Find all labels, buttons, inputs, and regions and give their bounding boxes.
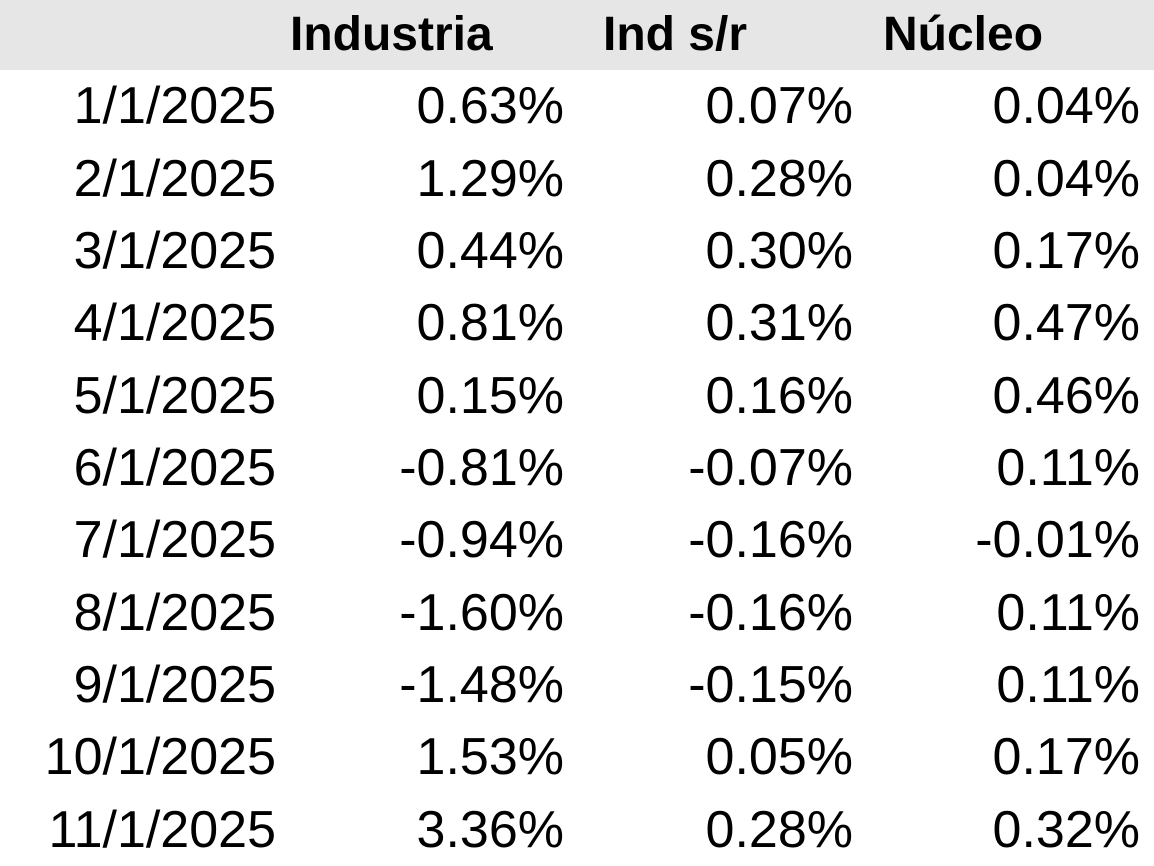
table-row: 9/1/2025 -1.48% -0.15% 0.11% (0, 649, 1154, 721)
ind-sr-value: 0.07% (705, 77, 853, 136)
table-row: 6/1/2025 -0.81% -0.07% 0.11% (0, 432, 1154, 504)
table-row: 11/1/2025 3.36% 0.28% 0.32% (0, 794, 1154, 866)
date-cell: 9/1/2025 (73, 656, 276, 715)
date-cell: 1/1/2025 (73, 77, 276, 136)
nucleo-value: 0.11% (996, 583, 1140, 642)
nucleo-value: -0.01% (975, 511, 1140, 570)
date-cell: 6/1/2025 (73, 438, 276, 497)
nucleo-value: 0.47% (992, 294, 1140, 353)
date-cell: 10/1/2025 (44, 728, 276, 787)
industria-value: 0.15% (416, 366, 564, 425)
ind-sr-value: 0.30% (705, 221, 853, 280)
nucleo-value: 0.11% (996, 656, 1140, 715)
date-cell: 3/1/2025 (73, 221, 276, 280)
table-row: 10/1/2025 1.53% 0.05% 0.17% (0, 721, 1154, 793)
industria-value: 1.29% (416, 149, 564, 208)
table-row: 5/1/2025 0.15% 0.16% 0.46% (0, 359, 1154, 431)
column-header-date (0, 0, 290, 70)
industria-value: 0.81% (416, 294, 564, 353)
industria-value: 3.36% (416, 800, 564, 859)
nucleo-value: 0.04% (992, 77, 1140, 136)
table-body: 1/1/2025 0.63% 0.07% 0.04% 2/1/2025 1.29… (0, 70, 1154, 866)
ind-sr-value: -0.15% (688, 656, 853, 715)
industria-value: -1.60% (399, 583, 564, 642)
ind-sr-value: -0.16% (688, 583, 853, 642)
industria-value: 1.53% (416, 728, 564, 787)
table-row: 1/1/2025 0.63% 0.07% 0.04% (0, 70, 1154, 142)
table-row: 7/1/2025 -0.94% -0.16% -0.01% (0, 504, 1154, 576)
column-header-industria: Industria (290, 0, 578, 70)
ind-sr-value: 0.16% (705, 366, 853, 425)
nucleo-value: 0.32% (992, 800, 1140, 859)
ind-sr-value: 0.31% (705, 294, 853, 353)
ind-sr-value: 0.28% (705, 149, 853, 208)
industria-value: 0.63% (416, 77, 564, 136)
date-cell: 5/1/2025 (73, 366, 276, 425)
date-cell: 7/1/2025 (73, 511, 276, 570)
ind-sr-value: 0.05% (705, 728, 853, 787)
nucleo-value: 0.11% (996, 438, 1140, 497)
nucleo-value: 0.17% (992, 221, 1140, 280)
date-cell: 8/1/2025 (73, 583, 276, 642)
nucleo-value: 0.17% (992, 728, 1140, 787)
date-cell: 11/1/2025 (48, 800, 276, 859)
column-header-nucleo: Núcleo (867, 0, 1154, 70)
table-row: 2/1/2025 1.29% 0.28% 0.04% (0, 142, 1154, 214)
table-row: 4/1/2025 0.81% 0.31% 0.47% (0, 287, 1154, 359)
table-row: 8/1/2025 -1.60% -0.16% 0.11% (0, 577, 1154, 649)
header-row: Industria Ind s/r Núcleo (0, 0, 1154, 70)
ind-sr-value: -0.07% (688, 438, 853, 497)
date-cell: 4/1/2025 (73, 294, 276, 353)
industria-value: -0.94% (399, 511, 564, 570)
ind-sr-value: -0.16% (688, 511, 853, 570)
nucleo-value: 0.46% (992, 366, 1140, 425)
column-header-ind-sr: Ind s/r (578, 0, 867, 70)
table-row: 3/1/2025 0.44% 0.30% 0.17% (0, 215, 1154, 287)
table-header: Industria Ind s/r Núcleo (0, 0, 1154, 70)
nucleo-value: 0.04% (992, 149, 1140, 208)
industria-value: -0.81% (399, 438, 564, 497)
date-cell: 2/1/2025 (73, 149, 276, 208)
industria-value: 0.44% (416, 221, 564, 280)
ind-sr-value: 0.28% (705, 800, 853, 859)
industria-value: -1.48% (399, 656, 564, 715)
